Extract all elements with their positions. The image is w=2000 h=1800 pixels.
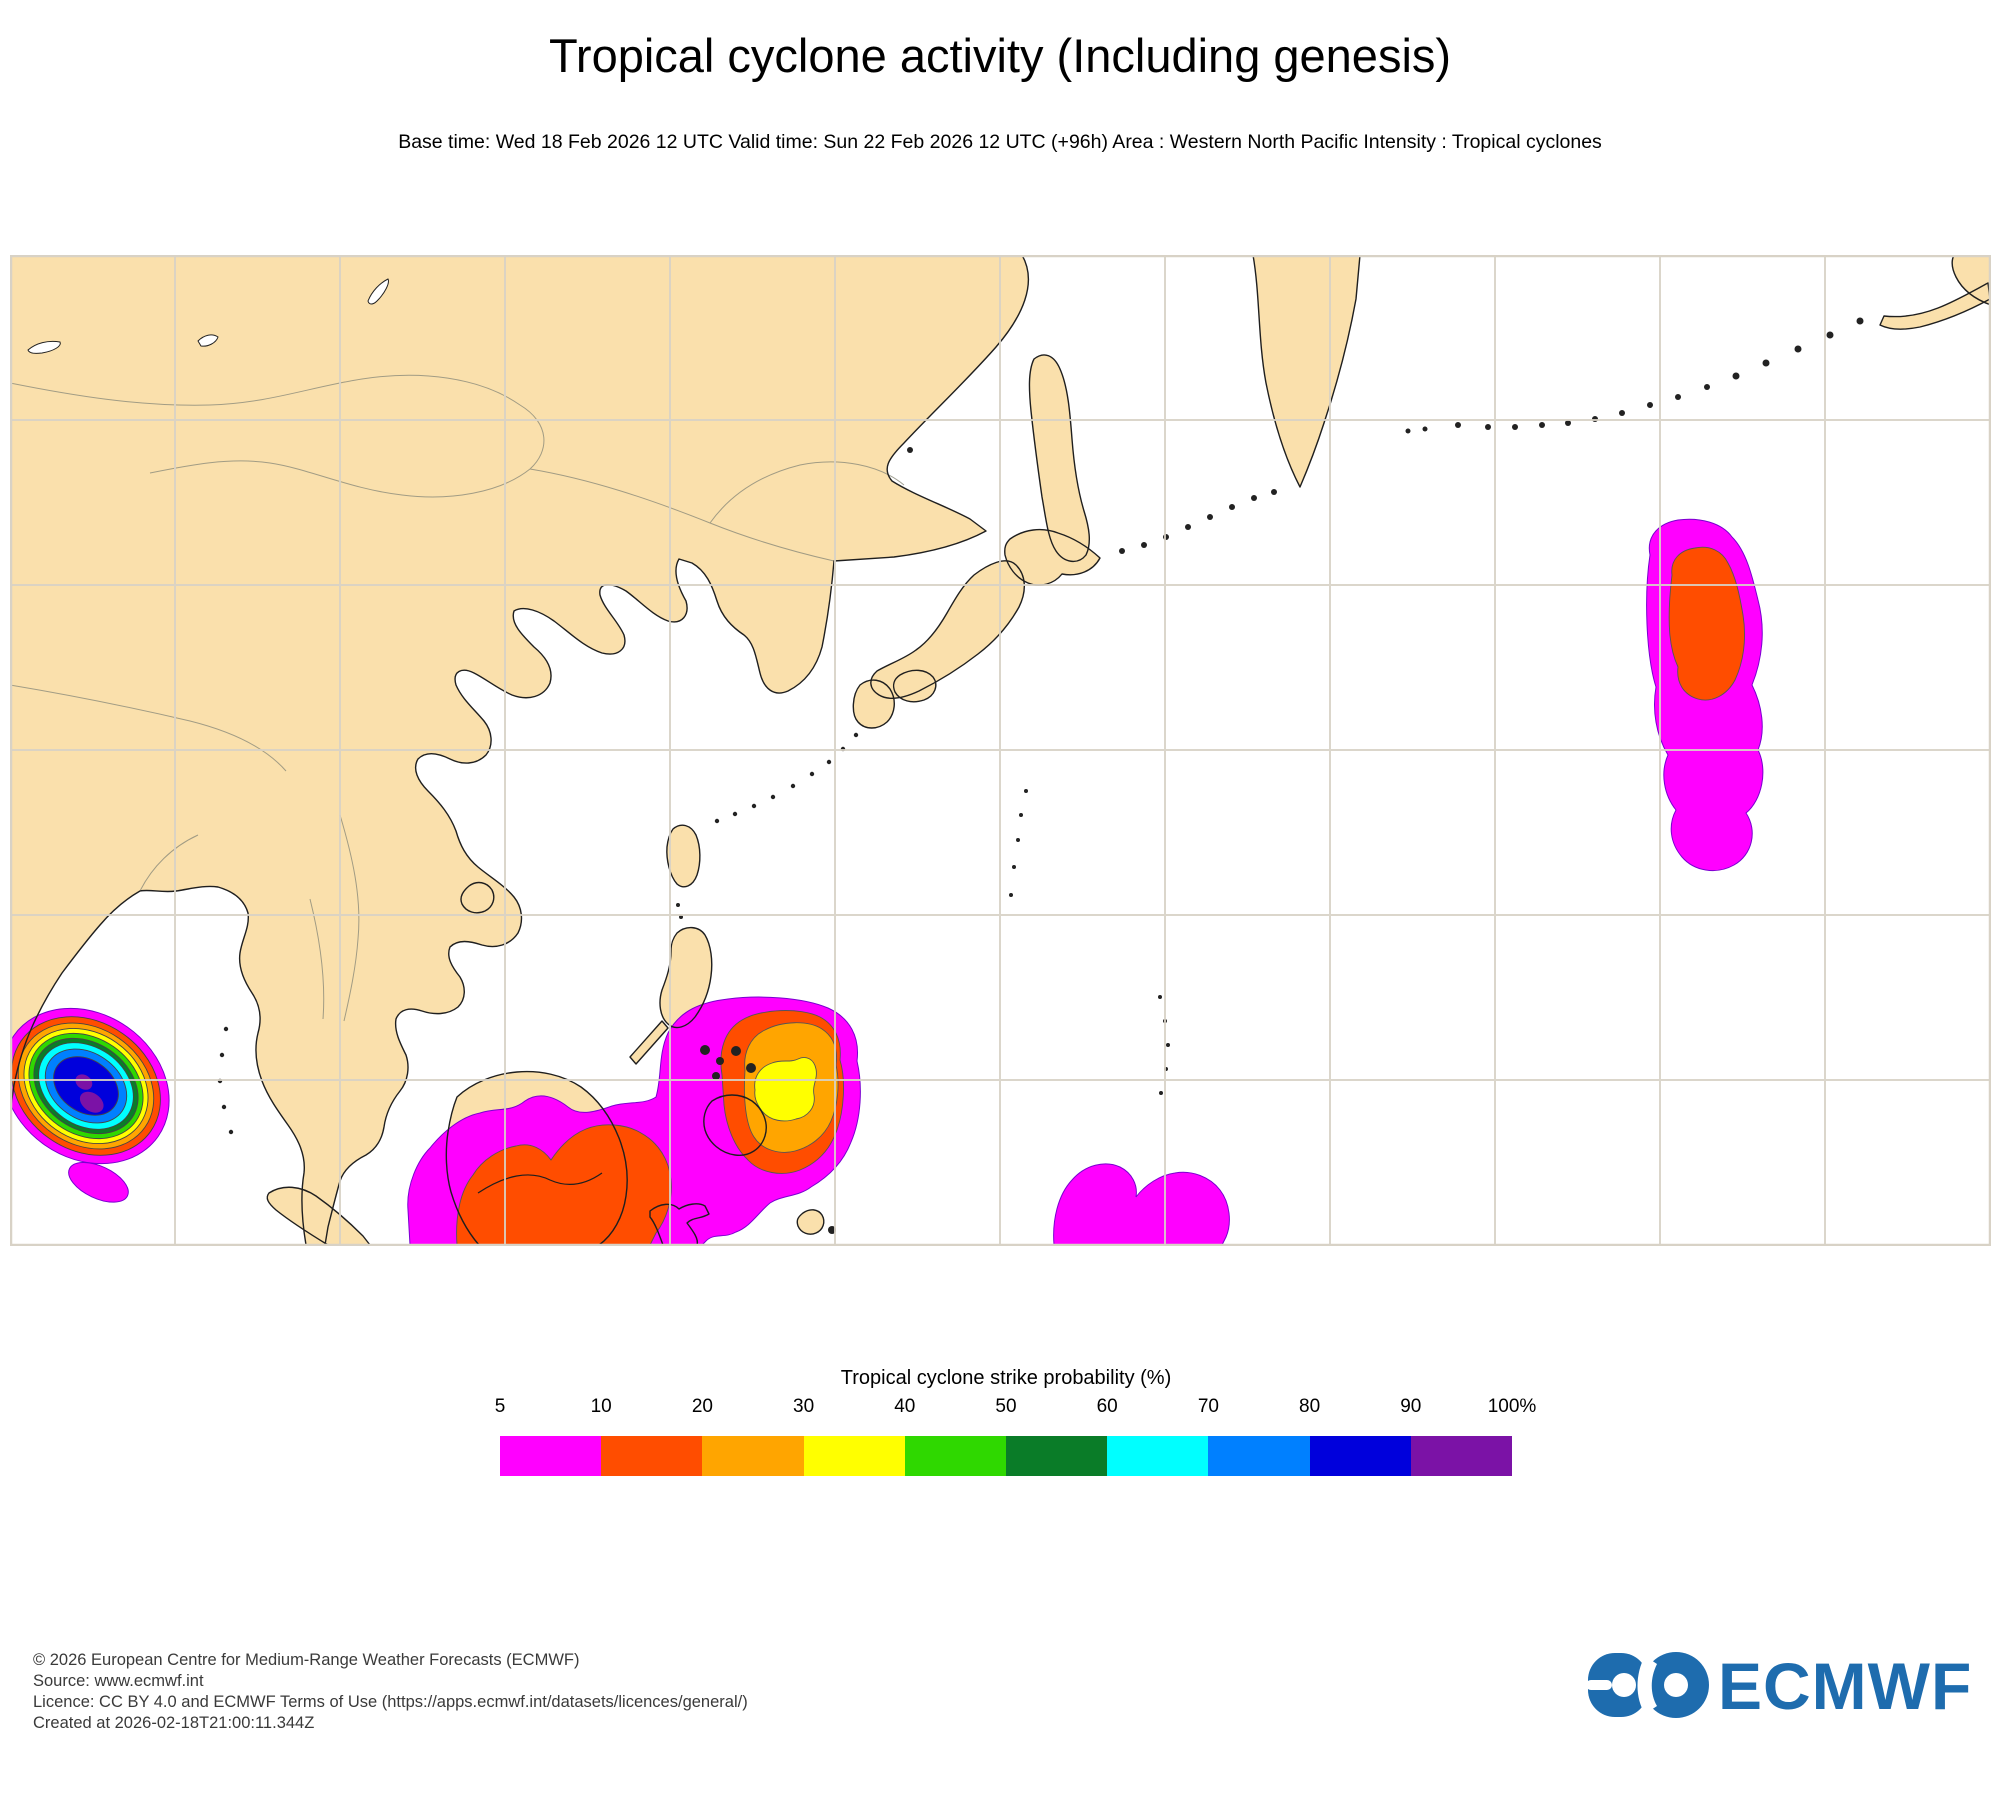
footer-source: Source: www.ecmwf.int bbox=[33, 1672, 204, 1690]
legend-band-6 bbox=[1006, 1436, 1108, 1476]
philippines-contour-30 bbox=[754, 1057, 817, 1122]
chart-subtitle: Base time: Wed 18 Feb 2026 12 UTC Valid … bbox=[398, 131, 1602, 153]
lake-zaysan bbox=[197, 334, 219, 347]
legend-tick-90: 90 bbox=[1400, 1396, 1422, 1417]
forecast-map bbox=[10, 255, 1991, 1246]
legend-tick-70: 70 bbox=[1197, 1396, 1219, 1417]
legend-band-5 bbox=[904, 1436, 1007, 1476]
lake-balkhash bbox=[27, 340, 61, 354]
legend-tick-30: 30 bbox=[793, 1396, 815, 1417]
legend-tick-100: 100% bbox=[1487, 1396, 1537, 1417]
graticule bbox=[10, 255, 1991, 1246]
legend-tick-5: 5 bbox=[494, 1396, 506, 1417]
map-container bbox=[10, 255, 1991, 1246]
legend-tick-10: 10 bbox=[590, 1396, 612, 1417]
coastlines bbox=[10, 255, 1991, 1246]
footer: © 2026 European Centre for Medium-Range … bbox=[33, 1650, 748, 1734]
legend-tick-20: 20 bbox=[691, 1396, 713, 1417]
legend-band-7 bbox=[1107, 1436, 1209, 1476]
lakes bbox=[27, 278, 389, 354]
legend-bar bbox=[500, 1436, 1513, 1476]
legend-tick-60: 60 bbox=[1096, 1396, 1118, 1417]
page-title: Tropical cyclone activity (Including gen… bbox=[548, 29, 1452, 82]
legend-band-1 bbox=[500, 1436, 602, 1476]
legend-title: Tropical cyclone strike probability (%) bbox=[840, 1367, 1172, 1389]
legend-band-8 bbox=[1208, 1436, 1310, 1476]
ecmwf-logo-symbol bbox=[1586, 1652, 1709, 1718]
ecmwf-logo-text: ECMWF bbox=[1718, 1649, 1972, 1723]
map-frame bbox=[10, 255, 1991, 1246]
legend-band-2 bbox=[601, 1436, 703, 1476]
footer-copyright: © 2026 European Centre for Medium-Range … bbox=[33, 1651, 580, 1669]
strike-region-borneo-philippines bbox=[407, 996, 861, 1246]
footer-created: Created at 2026-02-18T21:00:11.344Z bbox=[33, 1714, 315, 1732]
legend-band-10 bbox=[1410, 1436, 1513, 1476]
strike-probability-regions bbox=[10, 518, 1764, 1246]
legend-band-3 bbox=[702, 1436, 804, 1476]
borneo-internal-border bbox=[477, 1172, 603, 1194]
footer-licence: Licence: CC BY 4.0 and ECMWF Terms of Us… bbox=[33, 1693, 748, 1711]
legend-tick-80: 80 bbox=[1299, 1396, 1321, 1417]
strike-region-bay-of-bengal bbox=[10, 1007, 170, 1203]
legend-ticks: 5 10 20 30 40 50 60 70 80 90 100% bbox=[495, 1396, 1537, 1422]
lake-baikal bbox=[367, 278, 389, 305]
legend-band-9 bbox=[1309, 1436, 1411, 1476]
legend-band-4 bbox=[803, 1436, 905, 1476]
country-borders bbox=[10, 374, 905, 1022]
ecmwf-logo: ECMWF bbox=[1586, 1648, 1973, 1724]
legend-tick-40: 40 bbox=[894, 1396, 916, 1417]
legend-tick-50: 50 bbox=[995, 1396, 1017, 1417]
strike-region-caroline bbox=[1053, 1163, 1230, 1246]
